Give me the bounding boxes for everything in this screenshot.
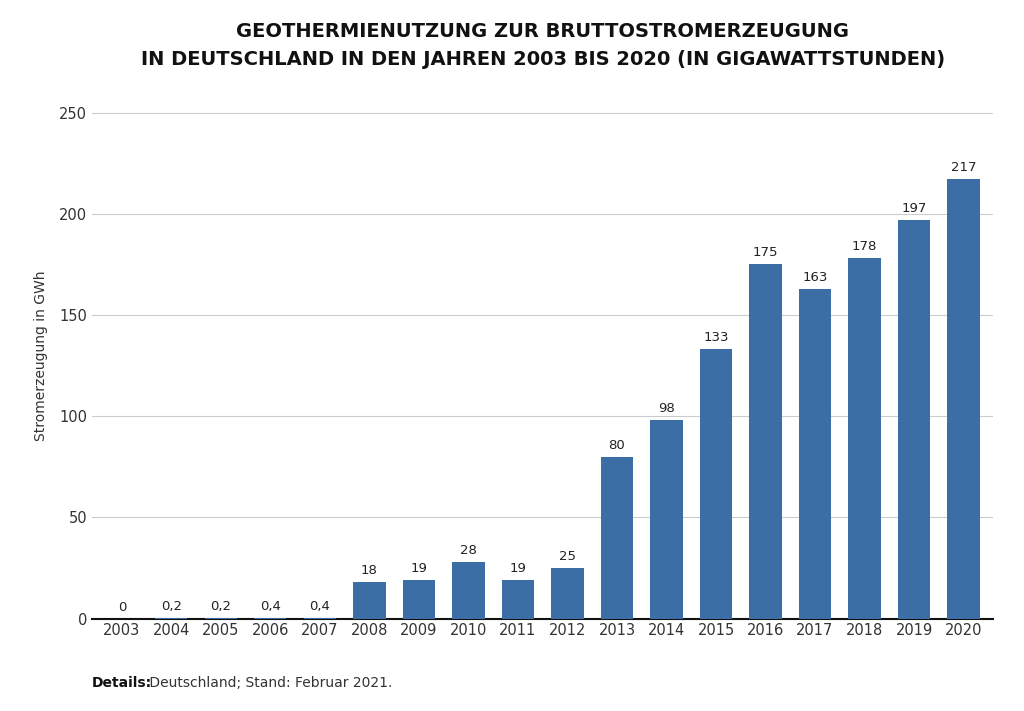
Bar <box>650 420 683 619</box>
Title: GEOTHERMIENUTZUNG ZUR BRUTTOSTROMERZEUGUNG
IN DEUTSCHLAND IN DEN JAHREN 2003 BIS: GEOTHERMIENUTZUNG ZUR BRUTTOSTROMERZEUGU… <box>140 21 945 69</box>
Bar <box>254 618 287 619</box>
Text: 163: 163 <box>803 271 827 284</box>
Text: 197: 197 <box>901 202 927 215</box>
Text: 19: 19 <box>510 562 526 575</box>
Bar <box>353 582 385 619</box>
Text: 0: 0 <box>118 601 126 614</box>
Bar <box>453 562 484 619</box>
Bar <box>601 456 633 619</box>
Bar <box>849 258 881 619</box>
Text: Details:: Details: <box>92 675 153 690</box>
Bar <box>402 580 435 619</box>
Text: 98: 98 <box>658 402 675 415</box>
Text: 133: 133 <box>703 331 729 344</box>
Text: 0,2: 0,2 <box>161 600 182 613</box>
Bar <box>750 264 781 619</box>
Text: 18: 18 <box>361 564 378 577</box>
Text: 25: 25 <box>559 550 575 563</box>
Text: 80: 80 <box>608 439 626 451</box>
Text: 175: 175 <box>753 247 778 260</box>
Bar <box>700 349 732 619</box>
Text: 0,2: 0,2 <box>210 600 231 613</box>
Bar <box>947 179 980 619</box>
Bar <box>799 289 831 619</box>
Bar <box>551 568 584 619</box>
Text: 178: 178 <box>852 240 878 253</box>
Bar <box>502 580 535 619</box>
Text: 217: 217 <box>951 161 976 174</box>
Text: 0,4: 0,4 <box>260 599 281 613</box>
Text: 0,4: 0,4 <box>309 599 331 613</box>
Text: 28: 28 <box>460 544 477 557</box>
Y-axis label: Stromerzeugung in GWh: Stromerzeugung in GWh <box>34 270 48 441</box>
Bar <box>898 220 930 619</box>
Text: Deutschland; Stand: Februar 2021.: Deutschland; Stand: Februar 2021. <box>145 675 393 690</box>
Text: 19: 19 <box>411 562 427 575</box>
Bar <box>304 618 336 619</box>
